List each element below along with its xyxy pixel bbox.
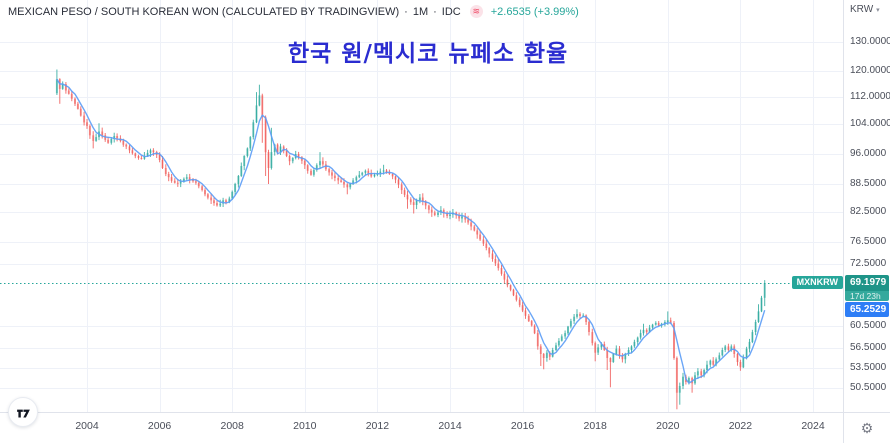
- currency-label: KRW: [850, 4, 874, 15]
- time-axis[interactable]: 2004 2006 2008 2010 2012 2014 2016 2018 2020 2022…: [0, 412, 843, 443]
- price-axis-label: 72.5000: [850, 258, 887, 269]
- tv-logo-icon: [16, 409, 30, 417]
- price-axis-label: 88.5000: [850, 178, 887, 189]
- symbol-price-tag: MXNKRW: [791, 276, 843, 289]
- price-axis-label: 120.0000: [850, 65, 890, 76]
- time-axis-label[interactable]: 2022: [728, 420, 753, 432]
- axis-settings-corner: ⚙: [843, 412, 890, 443]
- interval-label[interactable]: 1M: [412, 5, 429, 18]
- currency-selector[interactable]: KRW ▾: [850, 4, 880, 15]
- price-axis-label: 112.0000: [850, 91, 890, 102]
- chart-plot-area[interactable]: MEXICAN PESO / SOUTH KOREAN WON (CALCULA…: [0, 0, 843, 427]
- separator-dot: ·: [404, 5, 408, 18]
- price-axis-label: 96.0000: [850, 148, 887, 159]
- time-axis-label[interactable]: 2008: [220, 420, 244, 432]
- time-axis-label[interactable]: 2020: [656, 420, 680, 432]
- time-axis-label[interactable]: 2004: [75, 420, 99, 432]
- price-axis-label: 56.5000: [850, 342, 887, 353]
- time-axis-label[interactable]: 2016: [510, 420, 535, 432]
- price-axis-label: 130.0000: [850, 36, 890, 47]
- chart-title: 한국 원/멕시코 뉴페소 환율: [288, 40, 569, 67]
- exchange-label[interactable]: IDC: [441, 5, 461, 18]
- candlestick-chart[interactable]: [0, 0, 843, 412]
- price-axis-label: 82.5000: [850, 206, 887, 217]
- price-change-text: +2.6535 (+3.99%): [490, 5, 579, 18]
- time-axis-label[interactable]: 2014: [438, 420, 462, 432]
- bar-countdown-badge: 17d 23h: [845, 291, 889, 301]
- gear-icon[interactable]: ⚙: [860, 420, 874, 436]
- delayed-data-icon[interactable]: ≋: [469, 5, 483, 18]
- tradingview-logo[interactable]: [8, 397, 38, 427]
- price-axis-label: 50.5000: [850, 382, 887, 393]
- time-axis-label[interactable]: 2024: [801, 420, 825, 432]
- time-axis-label[interactable]: 2018: [583, 420, 607, 432]
- symbol-legend[interactable]: MEXICAN PESO / SOUTH KOREAN WON (CALCULA…: [8, 5, 579, 18]
- last-price-badge: 69.1979: [845, 275, 889, 291]
- time-axis-label[interactable]: 2012: [365, 420, 390, 432]
- price-axis-label: 76.5000: [850, 236, 887, 247]
- symbol-title[interactable]: MEXICAN PESO / SOUTH KOREAN WON (CALCULA…: [8, 5, 400, 18]
- price-axis[interactable]: KRW ▾ 130.0000 120.0000 112.0000 104.0000 96…: [843, 0, 890, 412]
- price-axis-label: 60.5000: [850, 320, 887, 331]
- chevron-down-icon: ▾: [876, 6, 880, 14]
- time-axis-label[interactable]: 2010: [293, 420, 317, 432]
- separator-dot: ·: [433, 5, 437, 18]
- price-axis-label: 104.0000: [850, 118, 890, 129]
- time-axis-label[interactable]: 2006: [147, 420, 172, 432]
- price-axis-label: 53.5000: [850, 362, 887, 373]
- ma-value-badge: 65.2529: [845, 302, 889, 317]
